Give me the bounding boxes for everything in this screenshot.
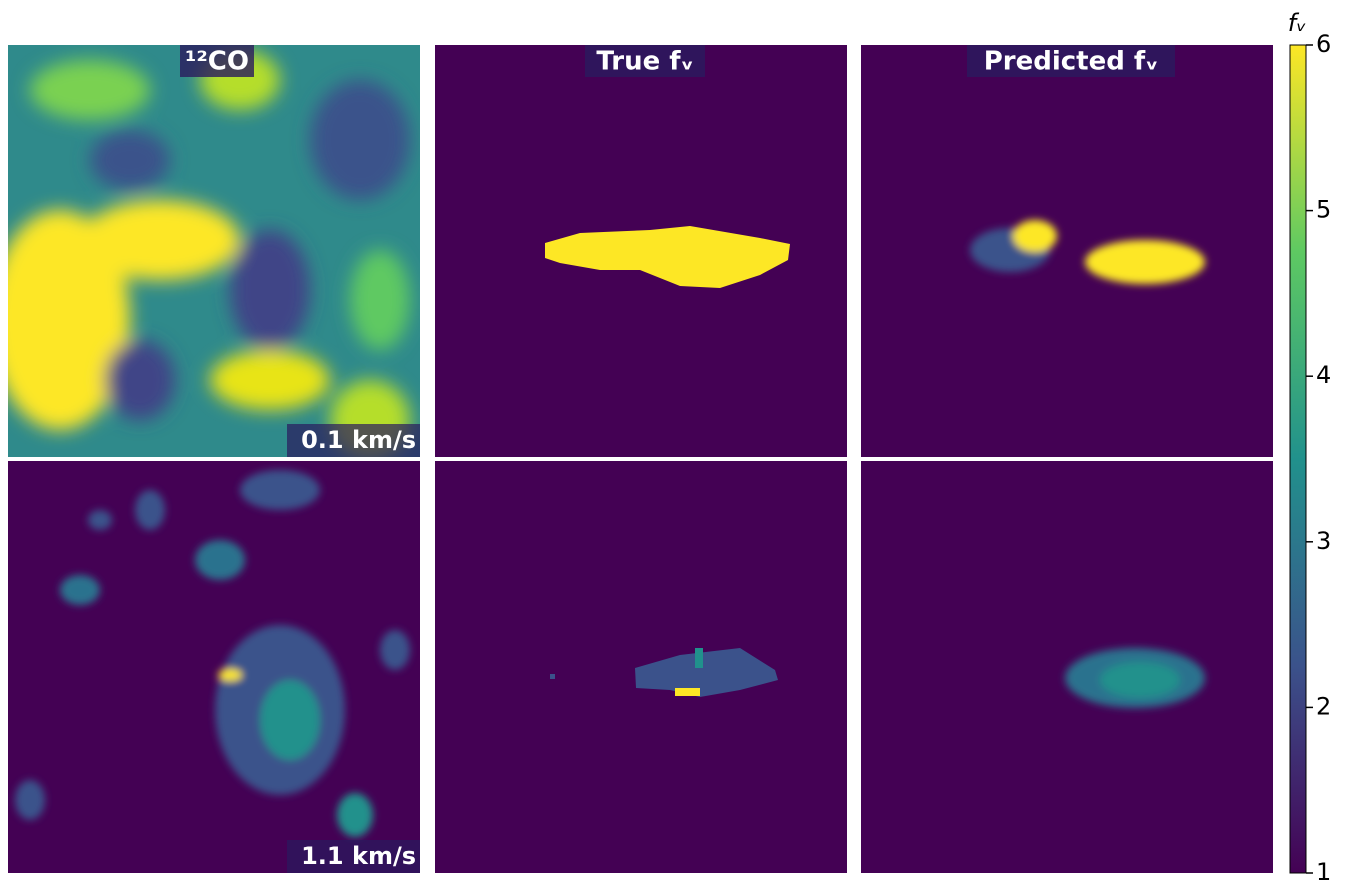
tick-label: 2 [1316,692,1331,720]
column-title: ¹²CO [185,47,249,77]
panel-pred-low [861,45,1273,457]
true-blob [550,674,555,679]
panel-co-low [8,45,420,457]
tick-label: 3 [1316,527,1331,555]
title-box [967,45,1175,77]
pred-blob [1065,648,1205,708]
title-box [180,45,254,77]
true-blob [635,648,778,697]
true-blob [695,648,703,668]
true-blob [545,226,790,288]
colorbar [1289,44,1307,874]
column-title: True fᵥ [596,47,693,77]
title-box [585,45,705,77]
tick-label: 1 [1316,858,1331,881]
panel-pred-high [861,461,1273,873]
tick-label: 6 [1316,30,1331,58]
column-title: Predicted fᵥ [984,47,1159,77]
tick-label: 4 [1316,361,1331,389]
velocity-label: 1.1 km/s [301,842,416,870]
velocity-label: 0.1 km/s [301,426,416,454]
tick-label: 5 [1316,196,1331,224]
pred-blob [970,220,1205,284]
true-blob [675,688,700,696]
panel-co-high [8,461,420,873]
colorbar-label: fᵥ [1288,9,1306,37]
annotation-box [287,424,420,457]
colorbar-ticks: 1 2 3 4 5 6 [1306,30,1331,885]
annotation-box [287,840,420,873]
